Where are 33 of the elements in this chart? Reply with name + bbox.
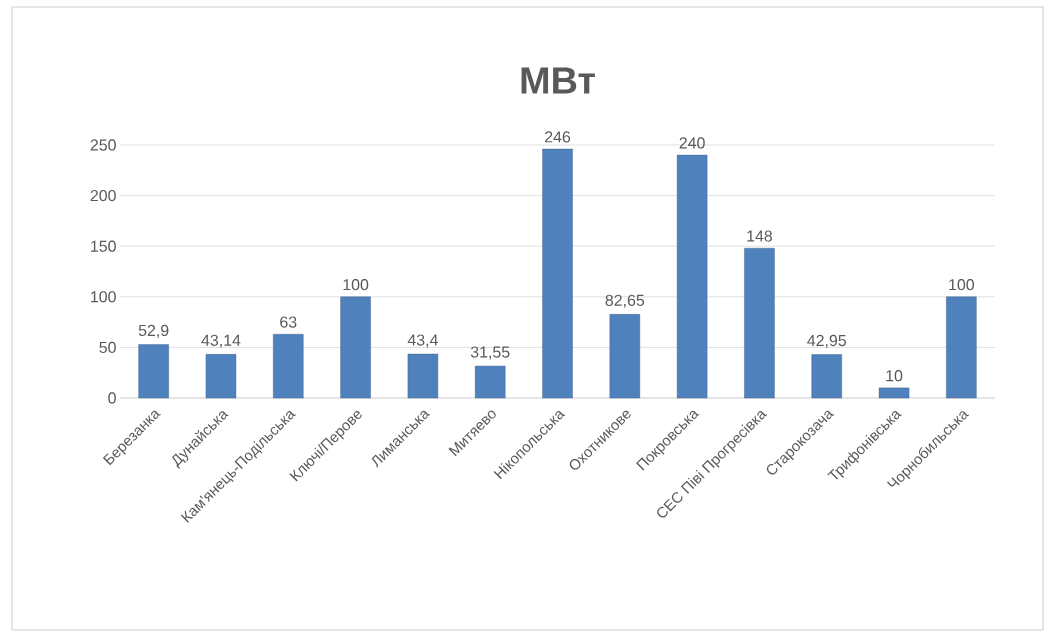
bar (407, 353, 439, 399)
data-label: 63 (280, 316, 297, 328)
data-label: 82,65 (605, 294, 645, 308)
y-tick-label: 50 (99, 341, 116, 354)
bar (475, 365, 506, 399)
bar (542, 148, 573, 399)
data-label: 240 (679, 137, 705, 149)
bar (340, 296, 371, 399)
bar (878, 387, 910, 399)
bar (273, 334, 304, 399)
bar (676, 154, 708, 399)
data-label: 42,95 (807, 334, 846, 349)
y-tick-label: 100 (91, 291, 116, 303)
data-label: 148 (747, 230, 773, 242)
data-label: 10 (886, 370, 903, 382)
bar (205, 354, 237, 399)
y-tick-label: 250 (90, 139, 116, 151)
data-label: 246 (545, 131, 571, 143)
data-label: 43,14 (201, 334, 241, 348)
bar (811, 354, 842, 399)
y-tick-label: 150 (91, 240, 116, 252)
data-label: 100 (949, 279, 975, 291)
bar (138, 344, 169, 399)
bar (609, 314, 641, 399)
data-label: 43,4 (407, 334, 438, 348)
chart-title: МВт (521, 67, 595, 94)
data-label: 31,55 (470, 346, 510, 360)
y-tick-label: 0 (108, 392, 116, 404)
bar (744, 248, 775, 399)
y-tick-label: 200 (90, 189, 116, 202)
bar (946, 296, 977, 399)
data-label: 52,9 (138, 324, 169, 338)
data-label: 100 (343, 279, 369, 291)
